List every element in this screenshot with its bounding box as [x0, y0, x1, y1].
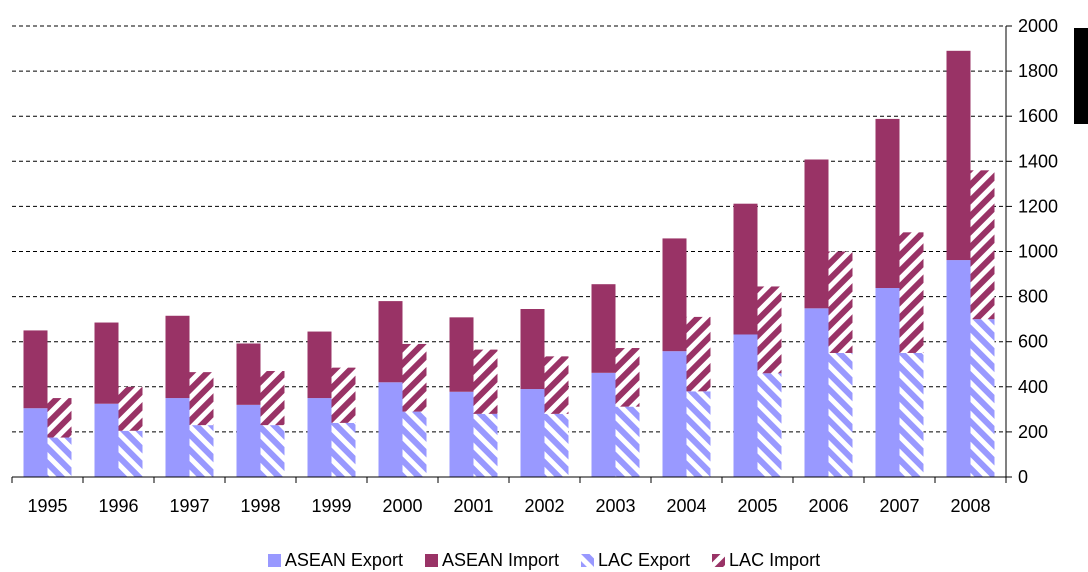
- bar-asean-import-2008: [946, 50, 971, 261]
- bar-asean-import-1997: [165, 315, 190, 399]
- bar-asean-export-2003: [591, 372, 616, 477]
- bar-lac-import-1996: [118, 386, 143, 431]
- gridlines: [12, 25, 1006, 433]
- bar-lac-export-2008: [970, 319, 995, 477]
- y-tick-label-1800: 1800: [1018, 61, 1058, 81]
- y-tick-label-1600: 1600: [1018, 106, 1058, 126]
- bar-lac-export-2003: [615, 406, 640, 477]
- x-tick-label-2004: 2004: [666, 496, 706, 516]
- bar-lac-import-1995: [47, 398, 72, 438]
- bar-asean-import-2002: [520, 309, 545, 390]
- bar-asean-export-1995: [23, 408, 48, 477]
- bar-lac-import-1997: [189, 372, 214, 426]
- bar-asean-import-1996: [94, 322, 119, 404]
- legend-swatch-asean-export: [267, 553, 281, 567]
- bar-lac-import-2000: [402, 343, 427, 412]
- bar-asean-import-2004: [662, 238, 687, 352]
- bar-lac-export-2001: [473, 413, 498, 477]
- bar-asean-export-2008: [946, 260, 971, 477]
- y-tick-label-2000: 2000: [1018, 16, 1058, 36]
- bar-lac-export-1995: [47, 437, 72, 477]
- edge-marker: [1074, 28, 1088, 124]
- x-tick-label-1998: 1998: [240, 496, 280, 516]
- bar-lac-export-2006: [828, 352, 853, 477]
- bar-lac-export-1997: [189, 425, 214, 477]
- legend-item-lac-export: LAC Export: [581, 550, 690, 571]
- bar-asean-import-1998: [236, 343, 261, 405]
- bar-asean-export-2000: [378, 382, 403, 477]
- bar-asean-import-2000: [378, 301, 403, 383]
- x-tick-label-2002: 2002: [524, 496, 564, 516]
- bar-lac-import-2004: [686, 316, 711, 392]
- bar-asean-export-2006: [804, 308, 829, 477]
- legend-swatch-asean-import: [424, 553, 438, 567]
- x-tick-label-2003: 2003: [595, 496, 635, 516]
- x-tick-label-2008: 2008: [950, 496, 990, 516]
- legend-swatch-lac-export: [581, 553, 594, 567]
- x-tick-label-1997: 1997: [169, 496, 209, 516]
- bar-asean-import-1999: [307, 331, 332, 399]
- x-tick-label-2005: 2005: [737, 496, 777, 516]
- bar-lac-export-2004: [686, 391, 711, 477]
- bar-asean-export-1997: [165, 398, 190, 477]
- x-tick-label-1995: 1995: [27, 496, 67, 516]
- bar-lac-export-1996: [118, 430, 143, 477]
- y-tick-label-400: 400: [1018, 377, 1048, 397]
- bars: [23, 50, 995, 477]
- bar-lac-import-2007: [899, 232, 924, 353]
- bar-asean-export-2007: [875, 288, 900, 477]
- bar-asean-export-1998: [236, 404, 261, 477]
- bar-lac-import-1999: [331, 367, 356, 423]
- legend-item-asean-export: ASEAN Export: [267, 549, 403, 571]
- legend: ASEAN Export ASEAN Import LAC Export LAC…: [0, 548, 1088, 572]
- bar-lac-export-2005: [757, 373, 782, 477]
- x-tick-label-2001: 2001: [453, 496, 493, 516]
- bar-lac-import-1998: [260, 371, 285, 426]
- bar-asean-import-2001: [449, 317, 474, 392]
- bar-lac-export-2000: [402, 411, 427, 477]
- y-tick-label-1200: 1200: [1018, 196, 1058, 216]
- legend-swatch-lac-import: [712, 553, 726, 567]
- legend-item-lac-import: LAC Import: [712, 550, 820, 571]
- bar-asean-import-1995: [23, 330, 48, 409]
- x-tick-label-2000: 2000: [382, 496, 422, 516]
- y-tick-label-600: 600: [1018, 332, 1048, 352]
- bar-lac-import-2005: [757, 286, 782, 374]
- legend-label-asean-import: ASEAN Import: [441, 549, 559, 570]
- y-tick-label-1000: 1000: [1018, 242, 1058, 262]
- bar-asean-import-2006: [804, 159, 829, 309]
- bar-lac-import-2002: [544, 356, 569, 414]
- bar-lac-export-1999: [331, 422, 356, 477]
- y-tick-label-0: 0: [1018, 467, 1028, 487]
- bar-asean-import-2005: [733, 203, 758, 335]
- bar-asean-export-2001: [449, 391, 474, 477]
- bar-lac-import-2006: [828, 251, 853, 353]
- bar-asean-export-1996: [94, 403, 119, 477]
- stacked-bar-chart: 0 200 400 600 800 1000 1200 1400 1600 1800 2000 199…: [11, 16, 1058, 516]
- x-tick-label-2006: 2006: [808, 496, 848, 516]
- bar-asean-import-2007: [875, 118, 900, 289]
- legend-item-asean-import: ASEAN Import: [424, 549, 559, 571]
- bar-lac-import-2003: [615, 348, 640, 407]
- legend-label-lac-export: LAC Export: [598, 549, 691, 570]
- y-tick-label-200: 200: [1018, 422, 1048, 442]
- x-tick-label-1996: 1996: [98, 496, 138, 516]
- bar-asean-export-2002: [520, 389, 545, 477]
- bar-lac-import-2008: [970, 170, 995, 320]
- bar-lac-import-2001: [473, 349, 498, 414]
- y-tick-label-800: 800: [1018, 287, 1048, 307]
- bar-lac-export-2007: [899, 352, 924, 477]
- y-tick-label-1400: 1400: [1018, 151, 1058, 171]
- legend-label-asean-export: ASEAN Export: [284, 549, 403, 570]
- bar-asean-import-2003: [591, 284, 616, 373]
- legend-label-lac-import: LAC Import: [729, 549, 821, 570]
- bar-asean-export-2004: [662, 351, 687, 477]
- bar-lac-export-2002: [544, 413, 569, 477]
- bar-asean-export-1999: [307, 398, 332, 477]
- bar-asean-export-2005: [733, 334, 758, 477]
- bar-lac-export-1998: [260, 425, 285, 477]
- x-tick-label-1999: 1999: [311, 496, 351, 516]
- x-tick-label-2007: 2007: [879, 496, 919, 516]
- axes: 0 200 400 600 800 1000 1200 1400 1600 1800 2000 199…: [11, 16, 1058, 516]
